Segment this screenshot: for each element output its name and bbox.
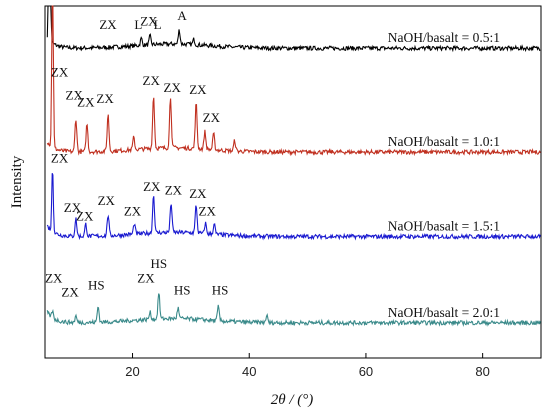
series-line-4	[46, 293, 541, 327]
peak-label-3-9: ZX	[199, 203, 217, 218]
series-line-3	[46, 173, 541, 241]
peak-label-1-2: L	[134, 17, 142, 32]
peak-label-3-6: ZX	[143, 179, 161, 194]
peak-label-3-7: ZX	[165, 182, 183, 197]
peak-label-1-1: ZX	[99, 17, 117, 32]
x-tick-label-1: 20	[125, 364, 139, 379]
peak-label-4-6: HS	[174, 283, 191, 298]
series-group	[46, 5, 541, 327]
series-line-1	[46, 5, 541, 53]
series-label-1: NaOH/basalt = 0.5:1	[388, 30, 500, 45]
peak-label-4-3: HS	[88, 277, 105, 292]
series-labels: NaOH/basalt = 0.5:1 NaOH/basalt = 1.0:1 Na…	[388, 30, 500, 320]
peak-label-4-5: HS	[150, 256, 167, 271]
peak-label-2-4: ZX	[96, 91, 114, 106]
peak-label-2-3: ZX	[77, 94, 95, 109]
peak-label-2-1: ZX	[51, 64, 69, 79]
peak-label-4-4: ZX	[137, 270, 155, 285]
peak-label-2-8: ZX	[203, 110, 221, 125]
peak-label-2-2: ZX	[66, 87, 84, 102]
peak-label-3-8: ZX	[189, 186, 207, 201]
series-label-2: NaOH/basalt = 1.0:1	[388, 134, 500, 149]
peak-label-1-3: ZX	[140, 13, 158, 28]
series-label-4: NaOH/basalt = 2.0:1	[388, 305, 500, 320]
peak-label-3-5: ZX	[124, 203, 142, 218]
series-line-2	[46, 5, 541, 157]
peak-label-2-7: ZX	[189, 82, 207, 97]
peak-label-1-5: A	[177, 8, 187, 23]
peak-label-2-5: ZX	[143, 73, 161, 88]
plot-area-frame	[44, 5, 542, 359]
peak-label-3-4: ZX	[98, 193, 116, 208]
y-axis-label: Intensity	[9, 155, 25, 208]
peak-label-2-6: ZX	[164, 80, 182, 95]
x-tick-label-4: 80	[475, 364, 489, 379]
peak-label-4-7: HS	[212, 283, 229, 298]
peak-label-4-1: ZX	[45, 270, 63, 285]
peak-label-1-4: L	[154, 17, 162, 32]
x-ticks: 20 40 60 80	[125, 353, 490, 379]
peak-label-4-2: ZX	[61, 284, 79, 299]
x-axis-label: 2θ / (°)	[271, 392, 314, 408]
x-tick-label-2: 40	[242, 364, 256, 379]
peak-label-3-2: ZX	[64, 200, 82, 215]
x-tick-label-3: 60	[359, 364, 373, 379]
series-label-3: NaOH/basalt = 1.5:1	[388, 219, 500, 234]
peak-label-3-1: ZX	[51, 151, 69, 166]
peak-label-3-3: ZX	[76, 209, 94, 224]
